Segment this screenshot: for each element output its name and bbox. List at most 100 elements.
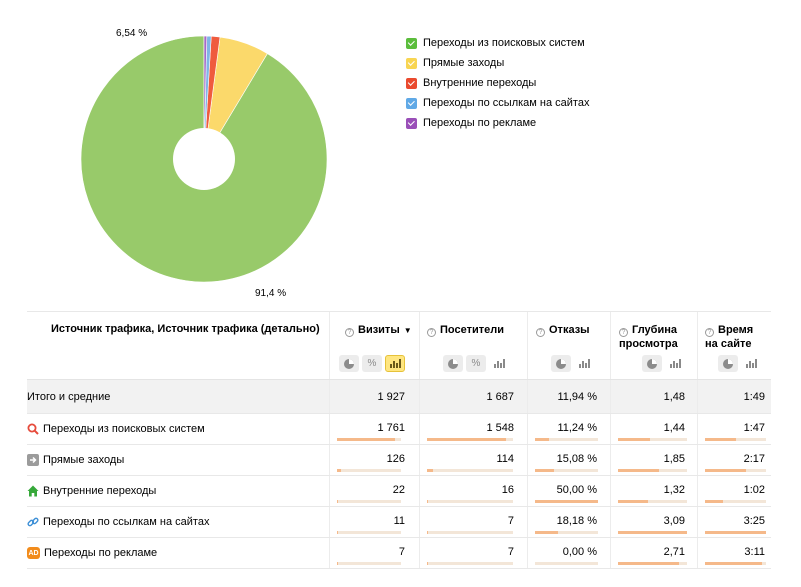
value-bar-track — [427, 469, 513, 472]
row-label[interactable]: AD Переходы по рекламе — [27, 538, 157, 568]
view-bars-button[interactable] — [665, 355, 685, 372]
row-label[interactable]: Прямые заходы — [27, 445, 124, 475]
legend-item-ads[interactable]: Переходы по рекламе — [406, 113, 589, 133]
value-bar-fill — [535, 500, 598, 503]
row-label[interactable]: Переходы из поисковых систем — [27, 414, 205, 444]
column-divider — [527, 538, 528, 568]
row-label-text: Внутренние переходы — [43, 485, 157, 497]
row-label[interactable]: Переходы по ссылкам на сайтах — [27, 507, 209, 537]
column-divider — [697, 312, 698, 379]
column-divider — [697, 476, 698, 506]
legend-item-internal[interactable]: Внутренние переходы — [406, 73, 589, 93]
table-row[interactable]: AD Переходы по рекламе 7 7 0,00 % 2,71 3:11 — [27, 538, 771, 569]
table-row[interactable]: Переходы по ссылкам на сайтах 11 7 18,18 % 3… — [27, 507, 771, 538]
value-bar-track — [705, 469, 766, 472]
column-title: Отказы — [549, 324, 590, 336]
view-percent-button[interactable]: % — [466, 355, 486, 372]
cell-value: 2:17 — [743, 453, 765, 465]
value-bar-fill — [427, 438, 507, 441]
cell-value: 1 761 — [377, 422, 405, 434]
help-icon[interactable]: ? — [705, 328, 714, 337]
legend-label: Прямые заходы — [423, 57, 505, 69]
legend-item-search[interactable]: Переходы из поисковых систем — [406, 33, 589, 53]
cell-value: 126 — [386, 453, 405, 465]
dimension-header[interactable]: Источник трафика, Источник трафика (дета… — [51, 323, 320, 335]
column-title-line2: на сайте — [705, 338, 752, 350]
table-row[interactable]: Прямые заходы 126 114 15,08 % 1,85 2:17 — [27, 445, 771, 476]
value-bar-fill — [535, 531, 558, 534]
traffic-sources-table: Источник трафика, Источник трафика (дета… — [27, 311, 771, 569]
column-header-depth[interactable]: ? Глубина просмотра — [619, 323, 678, 351]
cell-value: 1,44 — [663, 422, 685, 434]
row-label[interactable]: Внутренние переходы — [27, 476, 156, 506]
cell-value: 1:47 — [743, 422, 765, 434]
view-percent-button[interactable]: % — [362, 355, 382, 372]
help-icon[interactable]: ? — [619, 328, 628, 337]
checkbox-checked-icon[interactable] — [406, 97, 417, 109]
pie-chart-icon — [556, 358, 566, 369]
column-divider — [527, 445, 528, 475]
value-bar-track — [535, 500, 598, 503]
column-divider — [610, 312, 611, 379]
view-bars-button[interactable] — [489, 355, 509, 372]
view-pie-button[interactable] — [443, 355, 463, 372]
percent-icon: % — [367, 358, 377, 369]
value-bar-fill — [337, 438, 396, 441]
checkbox-checked-icon[interactable] — [406, 117, 417, 129]
value-bar-fill — [705, 531, 766, 534]
column-view-toggle: % — [339, 355, 405, 372]
column-divider — [697, 414, 698, 444]
column-header-bounces[interactable]: ? Отказы — [536, 323, 590, 337]
column-divider — [610, 380, 611, 413]
cell-value: 15,08 % — [556, 453, 597, 465]
checkbox-checked-icon[interactable] — [406, 57, 417, 69]
column-divider — [610, 507, 611, 537]
cell-value: 3:11 — [744, 546, 765, 558]
column-header-visits[interactable]: ? Визиты ▼ — [345, 323, 412, 338]
value-bar-track — [618, 469, 687, 472]
bar-chart-icon — [389, 359, 401, 368]
legend-item-links[interactable]: Переходы по ссылкам на сайтах — [406, 93, 589, 113]
checkbox-checked-icon[interactable] — [406, 77, 417, 89]
sort-desc-icon[interactable]: ▼ — [403, 326, 412, 335]
value-bar-fill — [427, 469, 434, 472]
view-bars-button[interactable] — [574, 355, 594, 372]
arrow-right-icon — [27, 454, 39, 466]
column-divider — [329, 507, 330, 537]
column-divider — [527, 380, 528, 413]
cell-value: 1:02 — [743, 484, 765, 496]
value-bar-fill — [618, 562, 679, 565]
table-row[interactable]: Внутренние переходы 22 16 50,00 % 1,32 1:02 — [27, 476, 771, 507]
table-row[interactable]: Переходы из поисковых систем 1 761 1 548 11… — [27, 414, 771, 445]
column-header-visitors[interactable]: ? Посетители — [427, 323, 504, 337]
help-icon[interactable]: ? — [345, 328, 354, 337]
pie-chart-icon — [723, 358, 733, 369]
view-pie-button[interactable] — [718, 355, 738, 372]
value-bar-track — [618, 562, 687, 565]
column-divider — [419, 380, 420, 413]
view-bars-button[interactable] — [385, 355, 405, 372]
view-pie-button[interactable] — [642, 355, 662, 372]
slice-label-direct: 6,54 % — [116, 28, 147, 39]
value-bar-track — [535, 469, 598, 472]
cell-value: 11 — [393, 515, 405, 527]
column-divider — [610, 414, 611, 444]
help-icon[interactable]: ? — [536, 328, 545, 337]
cell-value: 1 548 — [486, 422, 514, 434]
view-pie-button[interactable] — [339, 355, 359, 372]
cell-value: 22 — [392, 484, 405, 496]
column-header-time[interactable]: ? Время на сайте — [705, 323, 753, 351]
checkbox-checked-icon[interactable] — [406, 37, 417, 49]
view-pie-button[interactable] — [551, 355, 571, 372]
legend-item-direct[interactable]: Прямые заходы — [406, 53, 589, 73]
column-view-toggle — [642, 355, 685, 372]
value-bar-track — [337, 500, 401, 503]
value-bar-fill — [535, 438, 549, 441]
view-bars-button[interactable] — [741, 355, 761, 372]
column-divider — [329, 445, 330, 475]
column-divider — [610, 476, 611, 506]
help-icon[interactable]: ? — [427, 328, 436, 337]
legend-label: Переходы по ссылкам на сайтах — [423, 97, 590, 109]
row-label-text: Переходы из поисковых систем — [43, 423, 205, 435]
value-bar-fill — [618, 500, 648, 503]
